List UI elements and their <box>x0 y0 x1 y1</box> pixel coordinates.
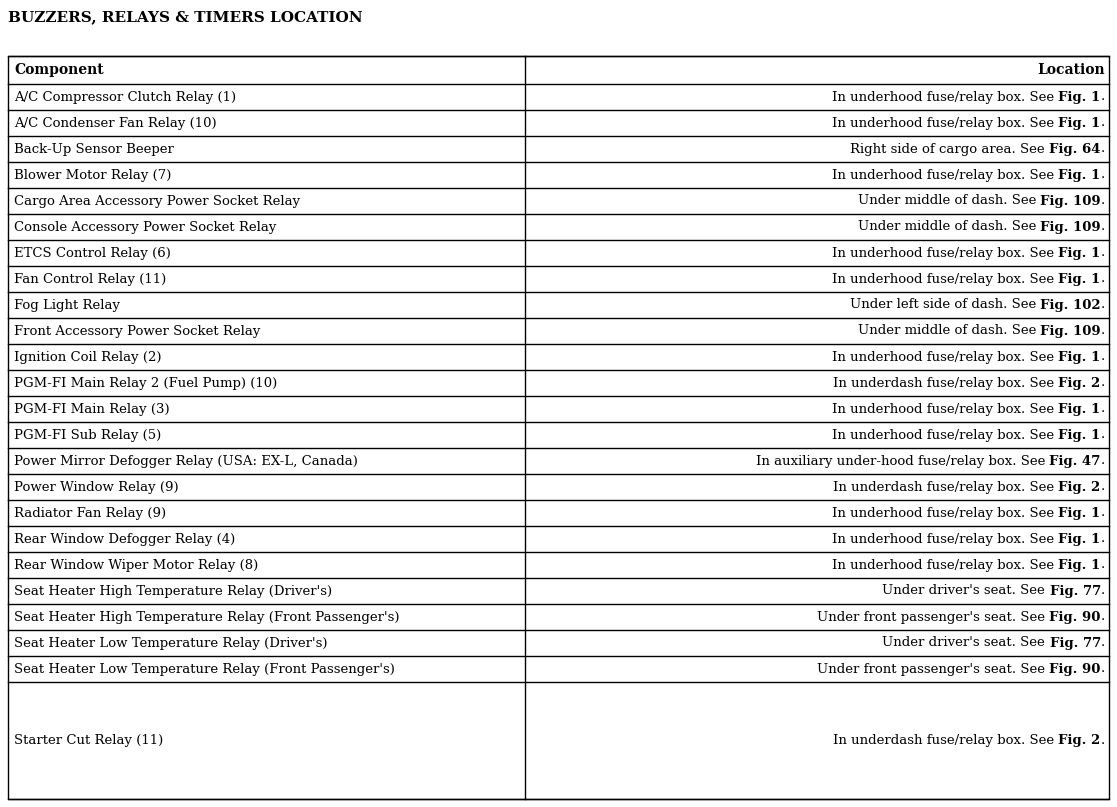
Text: Under front passenger's seat. See: Under front passenger's seat. See <box>818 663 1049 675</box>
Text: In underhood fuse/relay box. See: In underhood fuse/relay box. See <box>832 116 1059 129</box>
Text: BUZZERS, RELAYS & TIMERS LOCATION: BUZZERS, RELAYS & TIMERS LOCATION <box>8 10 363 24</box>
Text: In underhood fuse/relay box. See: In underhood fuse/relay box. See <box>832 429 1059 441</box>
Text: Under front passenger's seat. See: Under front passenger's seat. See <box>818 611 1049 624</box>
Text: Fig. 1: Fig. 1 <box>1059 273 1100 286</box>
Text: In underhood fuse/relay box. See: In underhood fuse/relay box. See <box>832 403 1059 416</box>
Text: .: . <box>1100 220 1105 233</box>
Text: Seat Heater Low Temperature Relay (Driver's): Seat Heater Low Temperature Relay (Drive… <box>15 637 327 650</box>
Text: Under middle of dash. See: Under middle of dash. See <box>858 220 1040 233</box>
Text: Fig. 90: Fig. 90 <box>1049 611 1100 624</box>
Text: Fig. 102: Fig. 102 <box>1040 299 1100 312</box>
Text: .: . <box>1100 429 1105 441</box>
Text: Under middle of dash. See: Under middle of dash. See <box>858 324 1040 337</box>
Text: In underhood fuse/relay box. See: In underhood fuse/relay box. See <box>832 533 1059 546</box>
Text: .: . <box>1100 637 1105 650</box>
Text: .: . <box>1100 350 1105 363</box>
Text: Fig. 77: Fig. 77 <box>1050 584 1100 597</box>
Text: .: . <box>1100 143 1105 156</box>
Text: Fig. 109: Fig. 109 <box>1040 324 1100 337</box>
Text: Seat Heater Low Temperature Relay (Front Passenger's): Seat Heater Low Temperature Relay (Front… <box>15 663 395 675</box>
Text: Fog Light Relay: Fog Light Relay <box>15 299 120 312</box>
Text: Front Accessory Power Socket Relay: Front Accessory Power Socket Relay <box>15 324 260 337</box>
Text: Fig. 2: Fig. 2 <box>1059 377 1100 390</box>
Text: Fig. 1: Fig. 1 <box>1059 350 1100 363</box>
Text: .: . <box>1100 169 1105 182</box>
Text: In underdash fuse/relay box. See: In underdash fuse/relay box. See <box>833 480 1059 494</box>
Text: Power Mirror Defogger Relay (USA: EX-L, Canada): Power Mirror Defogger Relay (USA: EX-L, … <box>15 454 357 467</box>
Text: Rear Window Wiper Motor Relay (8): Rear Window Wiper Motor Relay (8) <box>15 558 258 571</box>
Text: Location: Location <box>1038 63 1105 77</box>
Text: .: . <box>1100 273 1105 286</box>
Text: Fig. 109: Fig. 109 <box>1040 194 1100 207</box>
Text: Cargo Area Accessory Power Socket Relay: Cargo Area Accessory Power Socket Relay <box>15 194 300 207</box>
Text: PGM-FI Sub Relay (5): PGM-FI Sub Relay (5) <box>15 429 161 441</box>
Text: Component: Component <box>15 63 104 77</box>
Text: Fig. 1: Fig. 1 <box>1059 90 1100 103</box>
Text: Radiator Fan Relay (9): Radiator Fan Relay (9) <box>15 507 166 520</box>
Text: Power Window Relay (9): Power Window Relay (9) <box>15 480 179 494</box>
Text: Starter Cut Relay (11): Starter Cut Relay (11) <box>15 734 163 747</box>
Text: Fig. 1: Fig. 1 <box>1059 169 1100 182</box>
Text: Seat Heater High Temperature Relay (Front Passenger's): Seat Heater High Temperature Relay (Fron… <box>15 611 400 624</box>
Text: .: . <box>1100 533 1105 546</box>
Text: .: . <box>1100 507 1105 520</box>
Text: ETCS Control Relay (6): ETCS Control Relay (6) <box>15 246 171 260</box>
Text: In auxiliary under-hood fuse/relay box. See: In auxiliary under-hood fuse/relay box. … <box>756 454 1049 467</box>
Text: Seat Heater High Temperature Relay (Driver's): Seat Heater High Temperature Relay (Driv… <box>15 584 332 597</box>
Text: In underdash fuse/relay box. See: In underdash fuse/relay box. See <box>833 734 1059 747</box>
Text: .: . <box>1100 377 1105 390</box>
Text: .: . <box>1100 558 1105 571</box>
Text: .: . <box>1100 299 1105 312</box>
Text: Fig. 1: Fig. 1 <box>1059 403 1100 416</box>
Text: Fig. 1: Fig. 1 <box>1059 246 1100 260</box>
Text: .: . <box>1100 246 1105 260</box>
Text: .: . <box>1100 324 1105 337</box>
Text: In underhood fuse/relay box. See: In underhood fuse/relay box. See <box>832 90 1059 103</box>
Text: .: . <box>1100 454 1105 467</box>
Text: Right side of cargo area. See: Right side of cargo area. See <box>850 143 1049 156</box>
Text: Fig. 64: Fig. 64 <box>1049 143 1100 156</box>
Text: Fig. 1: Fig. 1 <box>1059 429 1100 441</box>
Text: Fig. 1: Fig. 1 <box>1059 558 1100 571</box>
Text: Back-Up Sensor Beeper: Back-Up Sensor Beeper <box>15 143 174 156</box>
Text: In underhood fuse/relay box. See: In underhood fuse/relay box. See <box>832 507 1059 520</box>
Text: Under driver's seat. See: Under driver's seat. See <box>882 637 1050 650</box>
Text: .: . <box>1100 403 1105 416</box>
Text: A/C Compressor Clutch Relay (1): A/C Compressor Clutch Relay (1) <box>15 90 236 103</box>
Text: .: . <box>1100 90 1105 103</box>
Text: Fig. 1: Fig. 1 <box>1059 533 1100 546</box>
Text: In underhood fuse/relay box. See: In underhood fuse/relay box. See <box>832 350 1059 363</box>
Text: Console Accessory Power Socket Relay: Console Accessory Power Socket Relay <box>15 220 276 233</box>
Text: Under driver's seat. See: Under driver's seat. See <box>882 584 1050 597</box>
Text: Fan Control Relay (11): Fan Control Relay (11) <box>15 273 166 286</box>
Text: Fig. 90: Fig. 90 <box>1049 663 1100 675</box>
Text: Fig. 47: Fig. 47 <box>1049 454 1100 467</box>
Text: .: . <box>1100 734 1105 747</box>
Text: Fig. 1: Fig. 1 <box>1059 507 1100 520</box>
Text: PGM-FI Main Relay (3): PGM-FI Main Relay (3) <box>15 403 170 416</box>
Text: Under middle of dash. See: Under middle of dash. See <box>858 194 1040 207</box>
Text: Fig. 2: Fig. 2 <box>1059 480 1100 494</box>
Text: In underhood fuse/relay box. See: In underhood fuse/relay box. See <box>832 558 1059 571</box>
Text: In underdash fuse/relay box. See: In underdash fuse/relay box. See <box>833 377 1059 390</box>
Text: .: . <box>1100 663 1105 675</box>
Text: Fig. 2: Fig. 2 <box>1059 734 1100 747</box>
Text: Fig. 1: Fig. 1 <box>1059 116 1100 129</box>
Text: .: . <box>1100 611 1105 624</box>
Text: A/C Condenser Fan Relay (10): A/C Condenser Fan Relay (10) <box>15 116 217 129</box>
Text: .: . <box>1100 194 1105 207</box>
Text: Rear Window Defogger Relay (4): Rear Window Defogger Relay (4) <box>15 533 236 546</box>
Text: Ignition Coil Relay (2): Ignition Coil Relay (2) <box>15 350 162 363</box>
Text: .: . <box>1100 480 1105 494</box>
Text: In underhood fuse/relay box. See: In underhood fuse/relay box. See <box>832 169 1059 182</box>
Text: .: . <box>1100 584 1105 597</box>
Text: In underhood fuse/relay box. See: In underhood fuse/relay box. See <box>832 273 1059 286</box>
Text: In underhood fuse/relay box. See: In underhood fuse/relay box. See <box>832 246 1059 260</box>
Text: .: . <box>1100 116 1105 129</box>
Text: Fig. 109: Fig. 109 <box>1040 220 1100 233</box>
Text: PGM-FI Main Relay 2 (Fuel Pump) (10): PGM-FI Main Relay 2 (Fuel Pump) (10) <box>15 377 277 390</box>
Text: Blower Motor Relay (7): Blower Motor Relay (7) <box>15 169 171 182</box>
Text: Fig. 77: Fig. 77 <box>1050 637 1100 650</box>
Text: Under left side of dash. See: Under left side of dash. See <box>850 299 1040 312</box>
